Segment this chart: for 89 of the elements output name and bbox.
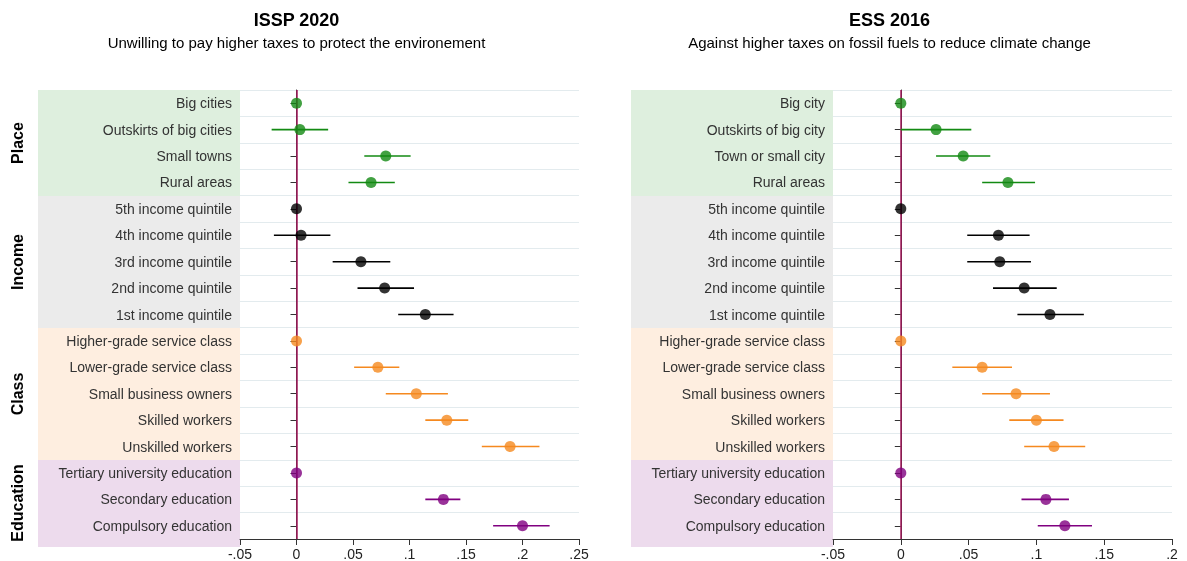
- y-tick-label: 1st income quintile: [709, 306, 826, 323]
- point: [895, 467, 907, 479]
- point: [437, 493, 449, 505]
- y-tick-label: Higher-grade service class: [659, 332, 825, 349]
- y-tick-label: Lower-grade service class: [662, 359, 825, 376]
- y-tick-label: Unskilled workers: [715, 438, 825, 455]
- y-tick-label: Higher-grade service class: [66, 332, 232, 349]
- point: [355, 256, 367, 268]
- point: [994, 256, 1006, 268]
- point: [1018, 282, 1030, 294]
- y-tick-label: Small business owners: [88, 385, 232, 402]
- point: [291, 335, 302, 347]
- y-tick-label: 3rd income quintile: [114, 253, 233, 270]
- y-tick-label: Rural areas: [752, 174, 825, 191]
- y-tick-label: 2nd income quintile: [111, 280, 233, 297]
- y-tick-label: Small towns: [156, 148, 232, 165]
- point: [294, 124, 306, 136]
- x-tick-label: .1: [1030, 546, 1043, 561]
- y-tick-label: Secondary education: [100, 491, 232, 508]
- chart-subtitle: Unwilling to pay higher taxes to protect the environement: [107, 34, 487, 51]
- y-tick-label: Outskirts of big cities: [102, 121, 232, 138]
- y-tick-label: 3rd income quintile: [707, 253, 826, 270]
- y-tick-label: Lower-grade service class: [69, 359, 232, 376]
- point: [379, 282, 391, 294]
- x-tick-label: -.05: [227, 546, 253, 561]
- y-tick-label: Compulsory education: [685, 517, 825, 534]
- y-tick-label: Secondary education: [693, 491, 825, 508]
- y-tick-label: Skilled workers: [137, 412, 232, 429]
- point: [976, 361, 988, 373]
- x-tick-label: .15: [1094, 546, 1115, 561]
- x-tick-label: .05: [958, 546, 979, 561]
- y-tick-label: 2nd income quintile: [704, 280, 826, 297]
- y-tick-label: Small business owners: [681, 385, 825, 402]
- point: [380, 150, 392, 162]
- y-tick-label: Outskirts of big city: [706, 121, 825, 138]
- y-tick-label: Tertiary university education: [58, 464, 232, 481]
- point: [517, 520, 528, 532]
- point: [441, 414, 453, 426]
- x-tick-label: 0: [896, 546, 905, 561]
- point: [419, 309, 431, 320]
- y-tick-label: 1st income quintile: [116, 306, 233, 323]
- point: [992, 229, 1004, 241]
- point: [410, 388, 422, 400]
- y-tick-label: Rural areas: [159, 174, 232, 191]
- point: [365, 176, 377, 188]
- point: [504, 441, 516, 453]
- y-tick-label: 5th income quintile: [708, 200, 826, 217]
- x-tick-label: .15: [456, 546, 476, 561]
- chart-subtitle: Against higher taxes on fossil fuels to reduce climate change: [688, 34, 1091, 51]
- text: Income: [9, 233, 27, 290]
- x-tick-label: .1: [403, 546, 416, 561]
- point: [957, 150, 969, 162]
- text: Education: [9, 464, 27, 543]
- point: [895, 97, 907, 109]
- point: [930, 124, 942, 136]
- y-tick-label: 5th income quintile: [115, 200, 233, 217]
- point: [1002, 176, 1014, 188]
- point: [291, 467, 302, 479]
- point: [1048, 441, 1060, 453]
- point: [895, 335, 907, 347]
- y-tick-label: Big city: [779, 95, 825, 112]
- point: [1059, 520, 1071, 532]
- x-tick-label: .05: [343, 546, 363, 561]
- x-tick-label: .2: [516, 546, 529, 561]
- y-tick-label: Unskilled workers: [122, 438, 232, 455]
- text: Place: [9, 121, 27, 164]
- point: [895, 203, 907, 215]
- y-tick-label: Big cities: [175, 95, 232, 112]
- y-tick-label: Skilled workers: [730, 412, 825, 429]
- y-tick-label: 4th income quintile: [115, 227, 233, 244]
- y-tick-label: Town or small city: [714, 148, 825, 165]
- y-tick-label: 4th income quintile: [708, 227, 826, 244]
- point: [295, 229, 307, 241]
- y-tick-label: Compulsory education: [92, 517, 232, 534]
- x-tick-label: 0: [292, 546, 301, 561]
- point: [1030, 414, 1042, 426]
- point: [291, 97, 302, 109]
- text: Class: [9, 372, 27, 416]
- point: [1040, 493, 1052, 505]
- point: [372, 361, 384, 373]
- point: [1010, 388, 1022, 400]
- x-tick-label: -.05: [820, 546, 846, 561]
- point: [291, 203, 302, 215]
- point: [1044, 309, 1056, 320]
- x-tick-label: .25: [569, 546, 589, 561]
- x-tick-label: .2: [1166, 546, 1179, 561]
- chart-title: ISSP 2020: [253, 10, 340, 30]
- y-tick-label: Tertiary university education: [651, 464, 825, 481]
- chart-title: ESS 2016: [848, 10, 931, 30]
